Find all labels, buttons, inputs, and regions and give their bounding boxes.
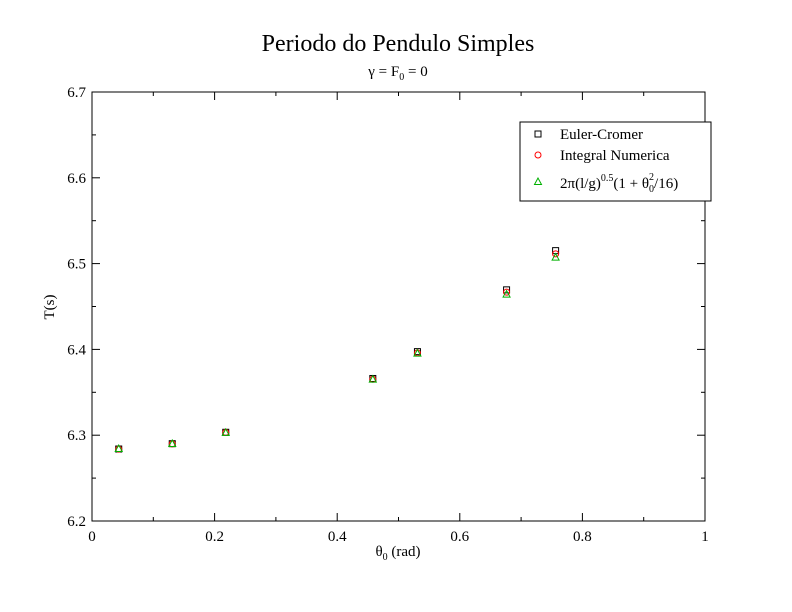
x-axis-label-sub: 0 — [383, 552, 388, 563]
data-point-circle — [503, 288, 511, 296]
y-axis-label: T(s) — [42, 295, 58, 320]
legend-label-integral-numerica: Integral Numerica — [560, 148, 670, 164]
data-point-triangle — [167, 438, 177, 447]
x-axis-label-unit: (rad) — [388, 544, 421, 560]
x-tick-label: 1 — [701, 529, 709, 545]
formula-sub0: 0 — [649, 184, 654, 195]
data-point-triangle — [502, 289, 511, 298]
subtitle-sub0: 0 — [399, 72, 404, 83]
data-point-triangle — [368, 374, 378, 383]
chart-title: Periodo do Pendulo Simples — [262, 31, 535, 57]
legend: Euler-Cromer Integral Numerica 2π(l/g)0.… — [519, 121, 712, 202]
legend-box — [519, 121, 712, 202]
subtitle-eq1: = F — [375, 64, 399, 80]
formula-part3: /16) — [654, 176, 678, 192]
subtitle-eq2: = 0 — [404, 64, 427, 80]
formula-part1: 2π(l/g) — [560, 176, 601, 192]
legend-marker-square — [534, 130, 542, 138]
x-axis-label-theta: θ — [375, 544, 382, 560]
y-tick-label: 6.6 — [67, 171, 86, 187]
data-point-circle — [115, 445, 123, 453]
x-tick-labels: 0 0.2 0.4 0.6 0.8 1 — [88, 529, 709, 545]
formula-sup1: 0.5 — [601, 173, 614, 184]
legend-markers — [533, 130, 543, 185]
data-point-triangle — [114, 443, 124, 453]
y-tick-label: 6.3 — [67, 428, 86, 444]
legend-marker-triangle — [533, 176, 543, 185]
y-tick-labels: 6.2 6.3 6.4 6.5 6.6 6.7 — [67, 85, 86, 530]
axis-ticks — [92, 92, 705, 521]
legend-label-formula: 2π(l/g)0.5(1 + θ02/16) — [560, 172, 678, 195]
subtitle-gamma: γ — [367, 64, 375, 80]
data-point-triangle — [221, 427, 231, 436]
data-point-square — [503, 286, 511, 294]
y-tick-label: 6.4 — [67, 342, 86, 358]
x-tick-label: 0.2 — [205, 529, 224, 545]
y-tick-label: 6.5 — [67, 257, 86, 273]
data-point-circle — [552, 250, 560, 258]
formula-part2: (1 + θ — [613, 176, 649, 192]
x-tick-label: 0.6 — [450, 529, 469, 545]
legend-marker-circle — [534, 151, 542, 159]
y-tick-label: 6.2 — [67, 514, 86, 530]
chart-subtitle: γ = F0 = 0 — [367, 64, 427, 83]
legend-label-euler-cromer: Euler-Cromer — [560, 127, 643, 143]
x-tick-label: 0.4 — [328, 529, 347, 545]
x-axis-label: θ0 (rad) — [375, 544, 420, 563]
formula-sup2: 2 — [649, 172, 654, 183]
x-tick-label: 0 — [88, 529, 96, 545]
x-tick-label: 0.8 — [573, 529, 592, 545]
series-2 — [114, 252, 560, 453]
y-tick-label: 6.7 — [67, 85, 86, 101]
data-point-triangle — [413, 348, 422, 357]
data-point-triangle — [551, 252, 560, 261]
data-series — [114, 247, 560, 453]
